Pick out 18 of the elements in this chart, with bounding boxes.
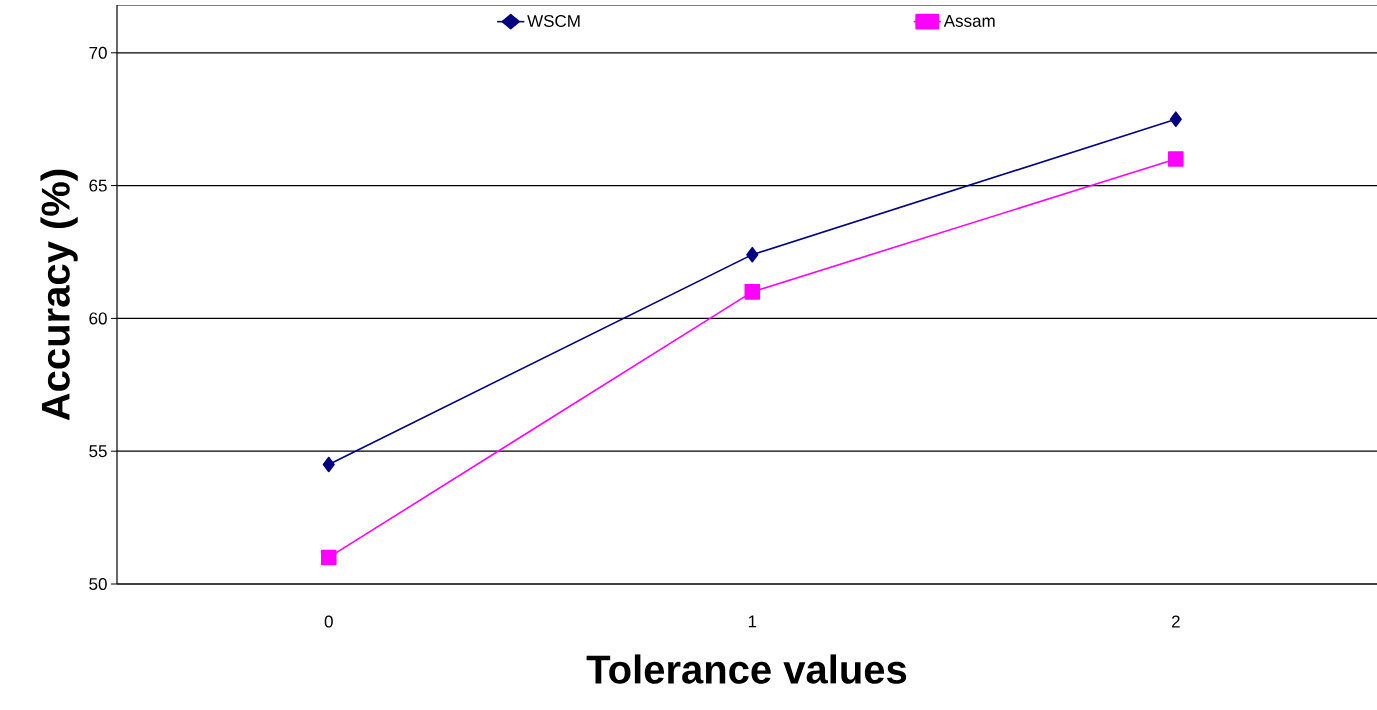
x-axis-title: Tolerance values (586, 654, 907, 684)
point (746, 246, 759, 263)
legend-label: Assam (943, 15, 995, 27)
point (1169, 111, 1182, 127)
x-tick-label: 2 (1171, 615, 1180, 628)
y-axis-title: Accuracy (%) (40, 169, 78, 421)
y-tick-label: 55 (89, 445, 107, 458)
x-tick-label: 0 (324, 615, 333, 628)
y-tick-label: 60 (89, 312, 107, 325)
y-tick-label: 70 (89, 46, 107, 59)
legend-label: WSCM (527, 14, 580, 27)
x-tick-label: 1 (748, 615, 757, 628)
point (1168, 151, 1184, 167)
y-tick-label: 50 (89, 577, 107, 591)
point (744, 284, 761, 300)
y-tick-label: 65 (89, 179, 107, 192)
point (320, 549, 337, 566)
point (322, 456, 335, 473)
